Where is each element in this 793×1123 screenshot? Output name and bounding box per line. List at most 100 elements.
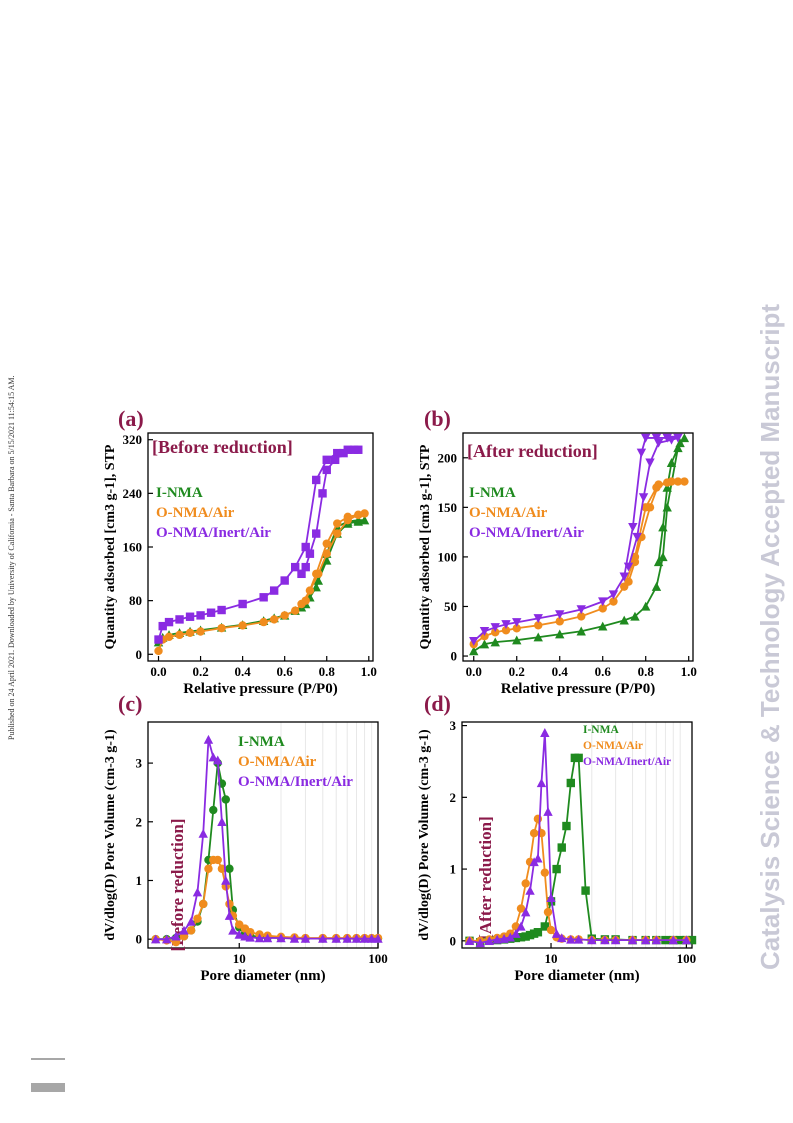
data-point — [552, 864, 561, 874]
x-tick-label: 10 — [545, 951, 558, 966]
data-point — [675, 438, 685, 448]
plot-frame — [147, 721, 379, 949]
data-point — [185, 612, 195, 621]
y-tick-label: 80 — [129, 593, 142, 608]
x-tick-label: 0.8 — [319, 664, 336, 679]
data-point — [609, 597, 618, 606]
data-point — [164, 617, 174, 627]
data-point — [171, 931, 181, 941]
data-point — [366, 933, 377, 943]
series-line — [469, 818, 687, 942]
data-point — [196, 611, 205, 620]
data-point — [490, 637, 500, 647]
data-point — [322, 465, 331, 475]
data-point — [598, 597, 608, 607]
x-tick-label: 100 — [368, 951, 388, 966]
data-point — [269, 586, 279, 595]
data-point — [651, 581, 662, 591]
data-point — [339, 448, 348, 458]
data-point — [269, 615, 279, 624]
data-point — [475, 938, 485, 948]
data-point — [280, 611, 289, 620]
data-point — [360, 509, 369, 518]
x-tick-label: 10 — [233, 951, 246, 966]
data-point — [238, 621, 247, 630]
data-point — [653, 438, 664, 448]
data-point — [354, 445, 363, 454]
series-o-nma-inert-air — [464, 728, 692, 948]
data-point — [666, 435, 677, 445]
y-tick-label: 150 — [438, 500, 458, 515]
series-line — [469, 756, 692, 944]
data-point — [186, 926, 196, 935]
data-point — [479, 639, 490, 649]
data-point — [543, 907, 553, 917]
data-point — [359, 515, 370, 525]
data-point — [154, 646, 163, 656]
data-point — [203, 734, 214, 744]
data-point — [199, 899, 208, 909]
data-point — [546, 925, 556, 935]
y-axis-label: Quantity adsorbed [cm3 g-1], STP — [418, 444, 433, 649]
data-point — [529, 829, 539, 838]
y-tick-label: 1 — [136, 873, 143, 888]
data-point — [632, 532, 642, 542]
x-axis-label: Relative pressure (P/P0) — [501, 681, 655, 697]
series-o-nma-inert-air — [469, 433, 683, 646]
data-point — [322, 555, 332, 565]
data-point — [576, 626, 586, 636]
x-tick-label: 0.0 — [150, 664, 166, 679]
data-point — [667, 477, 676, 486]
x-tick-label: 1.0 — [681, 664, 697, 679]
data-point — [464, 936, 475, 946]
data-point — [342, 933, 352, 943]
series-line — [157, 448, 359, 640]
data-point — [673, 477, 683, 486]
data-point — [343, 515, 352, 525]
data-point — [206, 608, 216, 617]
data-point — [490, 623, 500, 632]
data-point — [641, 433, 651, 443]
y-tick-label: 3 — [450, 718, 457, 733]
data-point — [511, 928, 521, 938]
data-point — [469, 636, 479, 646]
data-point — [297, 599, 306, 609]
data-point — [512, 618, 522, 628]
data-point — [322, 455, 331, 465]
plot-frame — [147, 432, 374, 662]
y-axis-label: dV/dlog(D) Pore Volume (cm-3 g-1) — [417, 729, 432, 941]
data-point — [636, 448, 647, 458]
data-point — [238, 599, 247, 609]
data-point — [217, 817, 227, 826]
x-tick-label: 1.0 — [361, 664, 377, 679]
data-point — [469, 646, 479, 656]
data-point — [645, 458, 655, 468]
y-tick-label: 200 — [438, 450, 458, 465]
x-tick-label: 0.8 — [638, 664, 655, 679]
x-tick-label: 0.6 — [277, 664, 294, 679]
data-point — [343, 445, 352, 454]
legend-entry: I-NMA — [583, 724, 619, 736]
data-point — [673, 443, 683, 453]
legend-entry: I-NMA — [238, 734, 285, 750]
data-point — [562, 821, 571, 831]
data-point — [154, 635, 163, 644]
data-point — [533, 853, 543, 863]
data-point — [566, 934, 576, 944]
data-point — [521, 879, 530, 888]
data-point — [491, 628, 500, 637]
data-point — [512, 635, 522, 645]
data-point — [533, 614, 543, 624]
data-point — [662, 482, 672, 492]
data-point — [151, 934, 161, 944]
data-point — [330, 455, 340, 465]
watermark-text: Catalysis Science & Technology Accepted … — [755, 304, 785, 970]
data-point — [525, 885, 535, 895]
x-tick-label: 0.2 — [509, 664, 525, 679]
data-point — [511, 933, 521, 943]
data-point — [520, 907, 531, 917]
data-point — [312, 475, 321, 485]
series-o-nma-inert-air — [154, 445, 363, 644]
data-point — [185, 628, 195, 638]
